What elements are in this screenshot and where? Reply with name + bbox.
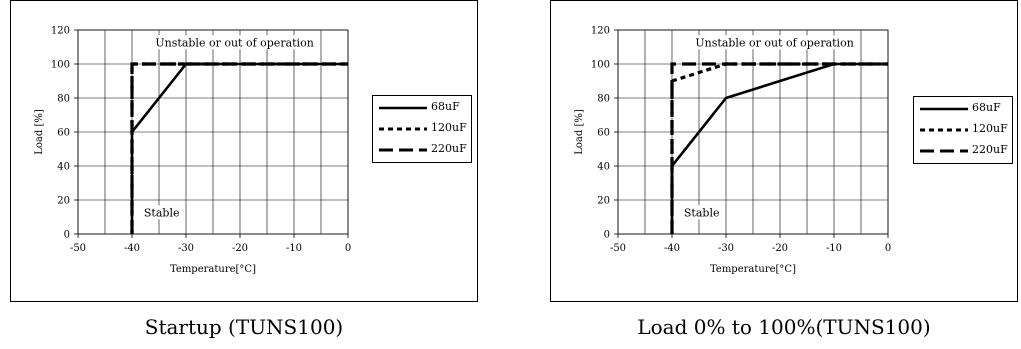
x-tick-label: -50 [610,243,626,254]
annotation-backing [152,35,317,50]
series-group [130,62,348,234]
legend-entry-68uf: 68uF [918,100,1012,118]
y-tick-label: 40 [597,162,610,173]
legend-swatch-dashed [379,148,427,152]
chart-panel-startup: -50 -40 -30 -20 -10 0 0 20 40 60 80 100 120 Temperatu… [10,0,490,349]
legend-swatch-dashed [920,149,968,153]
y-axis-label: Load [%] [574,109,585,155]
legend-swatch-solid [379,106,427,110]
y-tick-label: 40 [57,162,70,173]
legend-entry-68uf: 68uF [377,99,471,117]
annotation-backing [139,205,184,220]
y-tick-label: 0 [604,230,610,241]
grid [77,29,349,235]
x-tick-label: -50 [70,243,86,254]
legend: 68uF 120uF 220uF [372,95,472,163]
x-tick-label: 0 [885,243,891,254]
legend-entry-120uf: 120uF [918,121,1012,139]
x-tick-label: -10 [286,243,302,254]
y-tick-label: 20 [57,196,70,207]
legend-label: 120uF [972,122,1008,135]
legend-label: 68uF [972,101,1001,114]
plot-area: -50 -40 -30 -20 -10 0 0 20 40 60 80 100 120 Temperatu… [34,26,351,276]
y-tick-label: 0 [64,230,70,241]
series-line-220uf [670,62,888,234]
legend: 68uF 120uF 220uF [913,96,1013,164]
legend-swatch-dotted [920,128,968,132]
annotation-unstable: Unstable or out of operation [155,36,313,49]
legend-label: 220uF [972,143,1008,156]
x-tick-label: -20 [772,243,788,254]
x-axis-label: Temperature[°C] [710,264,796,275]
legend-entry-120uf: 120uF [377,120,471,138]
x-tick-label: -30 [718,243,734,254]
plot-area: -50 -40 -30 -20 -10 0 0 20 40 60 80 100 120 Temperatu… [574,26,891,276]
annotation-backing [692,35,857,50]
y-tick-label: 100 [591,60,610,71]
y-tick-label: 60 [597,128,610,139]
x-tick-label: -40 [664,243,680,254]
grid [617,29,889,235]
series-line-68uf [130,62,348,234]
legend-entry-220uf: 220uF [377,141,471,159]
legend-label: 68uF [431,100,460,113]
y-tick-label: 120 [591,26,610,37]
chart-panel-load-step: -50 -40 -30 -20 -10 0 0 20 40 60 80 100 120 Temperatu… [550,0,1021,349]
y-tick-label: 20 [597,196,610,207]
annotation-stable: Stable [144,206,180,219]
chart-caption: Startup (TUNS100) [144,315,344,339]
x-axis-label: Temperature[°C] [170,264,256,275]
legend-label: 120uF [431,121,467,134]
x-tick-label: -20 [232,243,248,254]
y-tick-label: 100 [51,60,70,71]
y-tick-label: 60 [57,128,70,139]
x-tick-label: -40 [124,243,140,254]
series-group [670,62,888,234]
annotation-stable: Stable [684,206,720,219]
x-tick-label: -10 [826,243,842,254]
y-tick-label: 80 [57,94,70,105]
chart-caption: Load 0% to 100%(TUNS100) [637,315,931,339]
legend-swatch-dotted [379,127,427,131]
annotation-backing [679,205,724,220]
legend-label: 220uF [431,142,467,155]
legend-entry-220uf: 220uF [918,142,1012,160]
x-tick-label: 0 [345,243,351,254]
legend-swatch-solid [920,107,968,111]
x-tick-label: -30 [178,243,194,254]
annotation-unstable: Unstable or out of operation [695,36,853,49]
y-tick-label: 120 [51,26,70,37]
series-line-68uf [670,62,888,234]
y-axis-label: Load [%] [34,109,45,155]
y-tick-label: 80 [597,94,610,105]
